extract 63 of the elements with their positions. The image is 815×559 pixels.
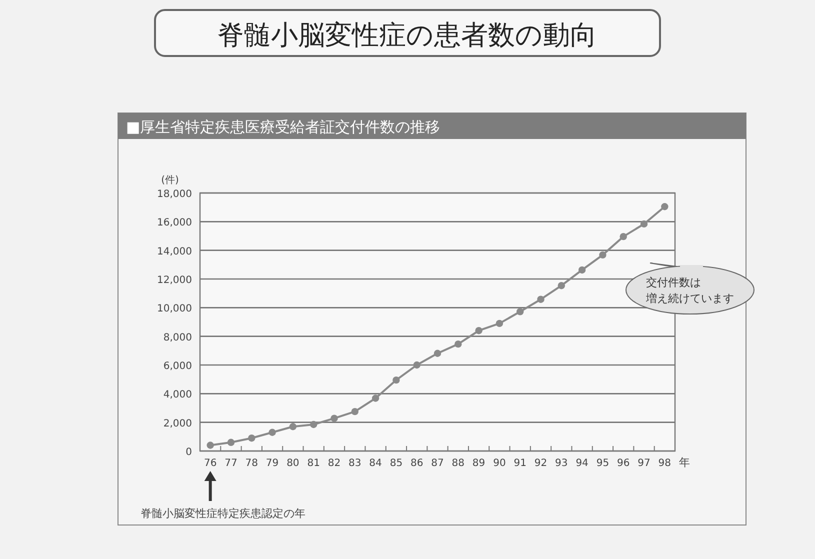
x-tick-label: 79 bbox=[266, 458, 279, 469]
x-tick-label: 92 bbox=[534, 458, 548, 469]
x-tick-label: 81 bbox=[307, 458, 320, 469]
x-tick-label: 89 bbox=[472, 458, 486, 469]
point bbox=[227, 438, 235, 446]
y-axis-title: (件) bbox=[161, 175, 179, 186]
y-tick-label: 18,000 bbox=[157, 189, 192, 200]
y-tick-label: 12,000 bbox=[157, 275, 192, 286]
chart-title: 脊髄小脳変性症の患者数の動向 bbox=[217, 20, 597, 51]
point bbox=[496, 320, 504, 328]
point bbox=[248, 434, 256, 442]
x-tick-label: 76 bbox=[204, 458, 217, 469]
point bbox=[516, 308, 524, 316]
point bbox=[330, 414, 338, 422]
point bbox=[558, 282, 566, 290]
point bbox=[620, 232, 627, 240]
x-axis-title: 年 bbox=[679, 456, 690, 469]
x-tick-label: 90 bbox=[493, 458, 506, 469]
point bbox=[661, 203, 668, 210]
x-tick-label: 83 bbox=[348, 458, 362, 469]
y-tick-label: 2,000 bbox=[163, 418, 192, 430]
annotation: 増え続けています bbox=[645, 292, 734, 305]
x-tick-label: 95 bbox=[596, 458, 610, 469]
y-tick-label: 14,000 bbox=[157, 246, 192, 258]
x-tick-label: 96 bbox=[617, 458, 630, 469]
x-tick-label: 97 bbox=[638, 458, 650, 469]
y-tick-label: 16,000 bbox=[157, 218, 192, 229]
point bbox=[640, 220, 648, 228]
point bbox=[434, 350, 442, 357]
x-tick-label: 87 bbox=[431, 458, 444, 469]
y-tick-label: 8,000 bbox=[163, 332, 192, 344]
point bbox=[599, 251, 606, 259]
y-tick-label: 0 bbox=[186, 447, 192, 458]
x-tick-label: 86 bbox=[410, 458, 424, 469]
y-tick-label: 6,000 bbox=[163, 361, 192, 372]
point bbox=[537, 296, 544, 303]
annotation: 交付件数は bbox=[646, 276, 701, 289]
y-tick-label: 10,000 bbox=[157, 304, 192, 315]
x-tick-label: 78 bbox=[245, 458, 258, 469]
point bbox=[413, 361, 420, 369]
x-tick-label: 85 bbox=[390, 458, 403, 469]
x-tick-label: 84 bbox=[369, 458, 382, 469]
point bbox=[392, 376, 400, 384]
point bbox=[475, 327, 482, 334]
text: 脊髄小脳変性症特定疾患認定の年 bbox=[140, 507, 306, 520]
y-tick-label: 4,000 bbox=[163, 390, 192, 401]
point bbox=[351, 408, 358, 416]
point bbox=[206, 442, 214, 449]
point bbox=[310, 420, 318, 428]
x-tick-label: 80 bbox=[286, 458, 300, 469]
x-tick-label: 88 bbox=[452, 458, 465, 469]
x-tick-label: 98 bbox=[658, 458, 672, 469]
point bbox=[454, 340, 462, 348]
chart-subtitle: ■厚生省特定疾患医療受給者証交付件数の推移 bbox=[126, 118, 440, 136]
x-tick-label: 93 bbox=[555, 458, 568, 469]
point bbox=[289, 423, 297, 430]
point bbox=[268, 428, 276, 436]
x-tick-label: 94 bbox=[576, 458, 588, 469]
x-tick-label: 77 bbox=[224, 458, 238, 469]
point bbox=[372, 394, 380, 402]
point bbox=[578, 266, 586, 274]
x-tick-label: 91 bbox=[514, 458, 526, 469]
x-tick-label: 82 bbox=[328, 458, 341, 469]
